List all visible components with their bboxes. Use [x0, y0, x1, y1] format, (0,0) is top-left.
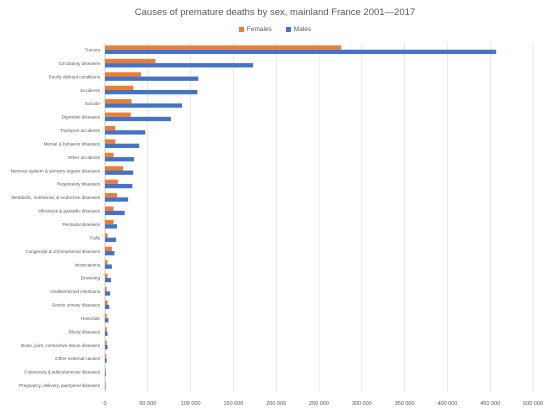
- bar-females: [105, 166, 123, 171]
- bar-females: [105, 58, 156, 64]
- bar-females: [105, 125, 116, 131]
- bar-males: [105, 130, 146, 135]
- category-label: Metabolic, nutritional, & endocrine dise…: [11, 195, 100, 200]
- bar-females: [105, 287, 107, 292]
- chart-title: Causes of premature deaths by sex, mainl…: [134, 7, 416, 18]
- x-tick-label: 150 000: [223, 401, 243, 407]
- bar-males: [105, 170, 134, 175]
- x-tick-label: 400 000: [437, 401, 457, 407]
- category-label: Tumors: [85, 48, 101, 53]
- bar-females: [105, 340, 107, 346]
- legend-label-males: Males: [293, 26, 312, 33]
- bar-males: [105, 318, 109, 323]
- bar-females: [105, 152, 114, 158]
- category-label: Bone, joint, connective tissue diseases: [21, 343, 101, 348]
- x-tick-label: 300 000: [352, 401, 372, 407]
- bar-males: [105, 237, 117, 242]
- x-tick-label: 0: [103, 401, 106, 407]
- bar-females: [105, 72, 141, 77]
- bar-females: [105, 327, 107, 332]
- bar-males: [105, 103, 183, 108]
- bar-females: [105, 313, 107, 319]
- category-label: Congenital & chromosomal diseases: [25, 249, 100, 254]
- bar-males: [105, 157, 135, 162]
- category-label: Perinatal diseases: [62, 222, 100, 227]
- bar-males: [105, 183, 133, 189]
- category-label: Transport accidents: [60, 128, 101, 133]
- category-label: Pregnancy, delivery, puerperal diseases: [19, 383, 101, 388]
- category-label: Drowning: [81, 276, 101, 281]
- category-label: Suicide: [85, 101, 101, 106]
- category-label: Respiratory diseases: [57, 182, 101, 187]
- category-label: Circulatory diseases: [59, 61, 101, 66]
- category-label: Mental & behavior diseases: [44, 141, 101, 146]
- category-label: Digestive diseases: [62, 115, 101, 120]
- category-label: Intoxications: [74, 262, 100, 267]
- bar-males: [105, 63, 254, 68]
- bar-females: [105, 139, 116, 144]
- bar-females: [105, 112, 131, 117]
- bar-males: [105, 371, 106, 377]
- category-label: Accidents: [80, 88, 101, 93]
- legend-label-females: Females: [246, 26, 272, 33]
- bar-females: [105, 45, 342, 50]
- category-label: Infectious & parasitic diseases: [38, 209, 100, 214]
- chart-legend: Females Males: [0, 26, 550, 33]
- bar-females: [105, 260, 108, 265]
- x-tick-label: 250 000: [309, 401, 329, 407]
- bar-males: [105, 277, 111, 283]
- bar-males: [105, 89, 198, 95]
- legend-item-males: Males: [285, 26, 312, 33]
- bar-males: [105, 197, 129, 202]
- bar-females: [105, 99, 132, 104]
- bar-males: [105, 143, 140, 148]
- category-label: Other external causes: [55, 356, 101, 361]
- bar-males: [105, 358, 107, 363]
- category-label: Nervous system & sensory organs diseases: [11, 168, 101, 173]
- bar-females: [105, 219, 114, 225]
- x-tick-label: 350 000: [395, 401, 415, 407]
- bar-males: [105, 331, 108, 336]
- x-tick-label: 50 000: [139, 401, 156, 407]
- bar-males: [105, 76, 199, 81]
- bar-females: [105, 354, 107, 359]
- category-label: Undetermined intentions: [50, 289, 100, 294]
- x-tick-label: 100 000: [181, 401, 201, 407]
- category-label: Blood diseases: [69, 329, 101, 334]
- bar-females: [105, 380, 106, 386]
- category-label: Cutaneous & subcutaneous diseases: [24, 370, 101, 375]
- bar-females: [105, 206, 114, 211]
- bar-males: [105, 385, 106, 390]
- bar-females: [105, 85, 134, 90]
- legend-swatch-females: [238, 27, 244, 32]
- bar-males: [105, 49, 497, 55]
- bar-males: [105, 210, 125, 216]
- category-label: Homicide: [81, 316, 101, 321]
- bar-females: [105, 179, 118, 184]
- category-label: Falls: [90, 235, 100, 240]
- legend-swatch-males: [285, 27, 291, 32]
- bar-males: [105, 345, 108, 350]
- bar-males: [105, 304, 110, 310]
- bar-males: [105, 251, 115, 256]
- x-tick-label: 500 000: [523, 401, 543, 407]
- bar-females: [105, 300, 108, 305]
- bar-males: [105, 291, 111, 296]
- bar-males: [105, 116, 171, 122]
- x-tick-label: 450 000: [480, 401, 500, 407]
- legend-item-females: Females: [238, 26, 272, 33]
- x-tick-label: 200 000: [266, 401, 286, 407]
- bar-females: [105, 367, 106, 372]
- bar-females: [105, 233, 108, 238]
- bar-females: [105, 273, 108, 278]
- category-label: Poorly defined conditions: [49, 74, 101, 79]
- category-label: Other accidents: [68, 155, 101, 160]
- bar-males: [105, 224, 117, 229]
- bar-males: [105, 264, 112, 269]
- bar-females: [105, 246, 112, 252]
- bar-females: [105, 193, 117, 198]
- category-label: Genito urinary diseases: [52, 303, 101, 308]
